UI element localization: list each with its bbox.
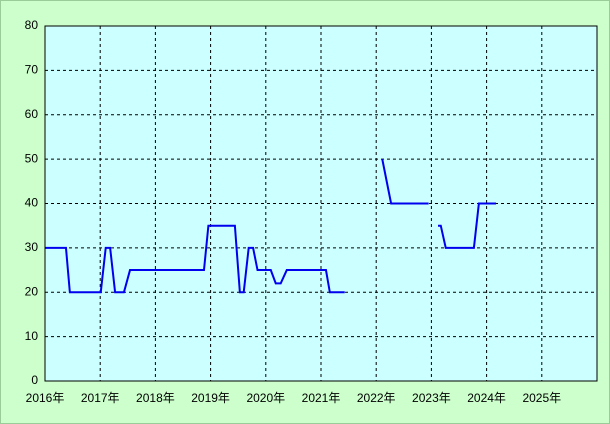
y-tick-label: 40: [25, 196, 39, 210]
x-tick-label: 2025年: [522, 391, 561, 405]
y-tick-label: 10: [25, 329, 39, 343]
x-tick-label: 2018年: [136, 391, 175, 405]
marks: [45, 158, 496, 294]
y-tick-label: 20: [25, 284, 39, 298]
data-line: [45, 158, 496, 294]
x-tick-label: 2021年: [302, 391, 341, 405]
x-tick-label: 2022年: [357, 391, 396, 405]
x-tick-label: 2024年: [467, 391, 506, 405]
x-tick-label: 2020年: [246, 391, 285, 405]
x-tick-label: 2023年: [412, 391, 451, 405]
y-tick-label: 0: [31, 373, 38, 387]
y-tick-label: 70: [25, 63, 39, 77]
y-tick-label: 50: [25, 151, 39, 165]
x-tick-label: 2016年: [26, 391, 65, 405]
x-tick-label: 2019年: [191, 391, 230, 405]
y-tick-label: 60: [25, 107, 39, 121]
x-tick-label: 2017年: [81, 391, 120, 405]
plot-border: [44, 25, 598, 382]
y-tick-label: 80: [25, 18, 39, 32]
y-tick-label: 30: [25, 240, 39, 254]
